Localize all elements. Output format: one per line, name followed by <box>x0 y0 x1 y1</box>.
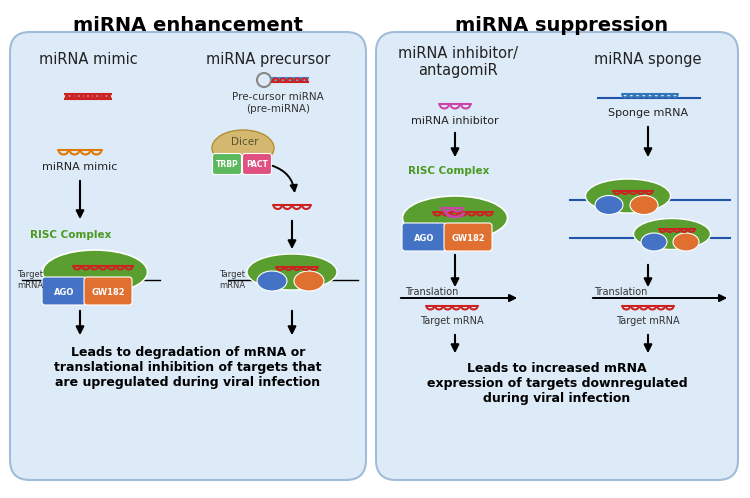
Text: GW182: GW182 <box>452 234 484 243</box>
Text: Target mRNA: Target mRNA <box>616 316 680 326</box>
Text: AGO: AGO <box>54 287 74 296</box>
Ellipse shape <box>634 219 710 249</box>
Text: Pre-cursor miRNA
(pre-miRNA): Pre-cursor miRNA (pre-miRNA) <box>232 92 324 114</box>
Ellipse shape <box>641 233 667 251</box>
Text: miRNA enhancement: miRNA enhancement <box>73 16 303 35</box>
Text: miRNA suppression: miRNA suppression <box>455 16 668 35</box>
Ellipse shape <box>43 250 148 294</box>
FancyBboxPatch shape <box>444 223 492 251</box>
FancyBboxPatch shape <box>376 32 738 480</box>
FancyBboxPatch shape <box>42 277 86 305</box>
Ellipse shape <box>586 179 670 213</box>
Text: miRNA inhibitor/
antagomiR: miRNA inhibitor/ antagomiR <box>398 46 518 78</box>
Ellipse shape <box>294 271 324 291</box>
Ellipse shape <box>257 271 287 291</box>
Text: Target
mRNA: Target mRNA <box>17 270 43 290</box>
Text: GW182: GW182 <box>92 287 124 296</box>
Ellipse shape <box>212 130 274 166</box>
Text: TRBP: TRBP <box>216 159 238 168</box>
Text: Translation: Translation <box>405 287 458 297</box>
Text: miRNA inhibitor: miRNA inhibitor <box>411 116 499 126</box>
Text: RISC Complex: RISC Complex <box>30 230 111 240</box>
Text: miRNA sponge: miRNA sponge <box>594 52 702 67</box>
Ellipse shape <box>247 254 337 290</box>
Text: Dicer: Dicer <box>231 137 259 147</box>
Text: Target
mRNA: Target mRNA <box>219 270 245 290</box>
Text: Leads to degradation of mRNA or
translational inhibition of targets that
are upr: Leads to degradation of mRNA or translat… <box>54 346 322 389</box>
Text: miRNA mimic: miRNA mimic <box>42 162 118 172</box>
FancyBboxPatch shape <box>402 223 446 251</box>
FancyBboxPatch shape <box>10 32 366 480</box>
Text: Sponge mRNA: Sponge mRNA <box>608 108 688 118</box>
Text: PACT: PACT <box>246 159 268 168</box>
FancyBboxPatch shape <box>212 153 242 174</box>
FancyBboxPatch shape <box>84 277 132 305</box>
Ellipse shape <box>673 233 699 251</box>
Text: Leads to increased mRNA
expression of targets downregulated
during viral infecti: Leads to increased mRNA expression of ta… <box>427 362 687 405</box>
Ellipse shape <box>630 196 658 215</box>
Text: AGO: AGO <box>414 234 434 243</box>
Text: RISC Complex: RISC Complex <box>408 166 489 176</box>
Text: Translation: Translation <box>594 287 647 297</box>
Text: miRNA mimic: miRNA mimic <box>39 52 137 67</box>
FancyBboxPatch shape <box>242 153 272 174</box>
Ellipse shape <box>403 196 508 240</box>
Ellipse shape <box>595 196 623 215</box>
Text: Target mRNA: Target mRNA <box>420 316 484 326</box>
Text: miRNA precursor: miRNA precursor <box>206 52 330 67</box>
